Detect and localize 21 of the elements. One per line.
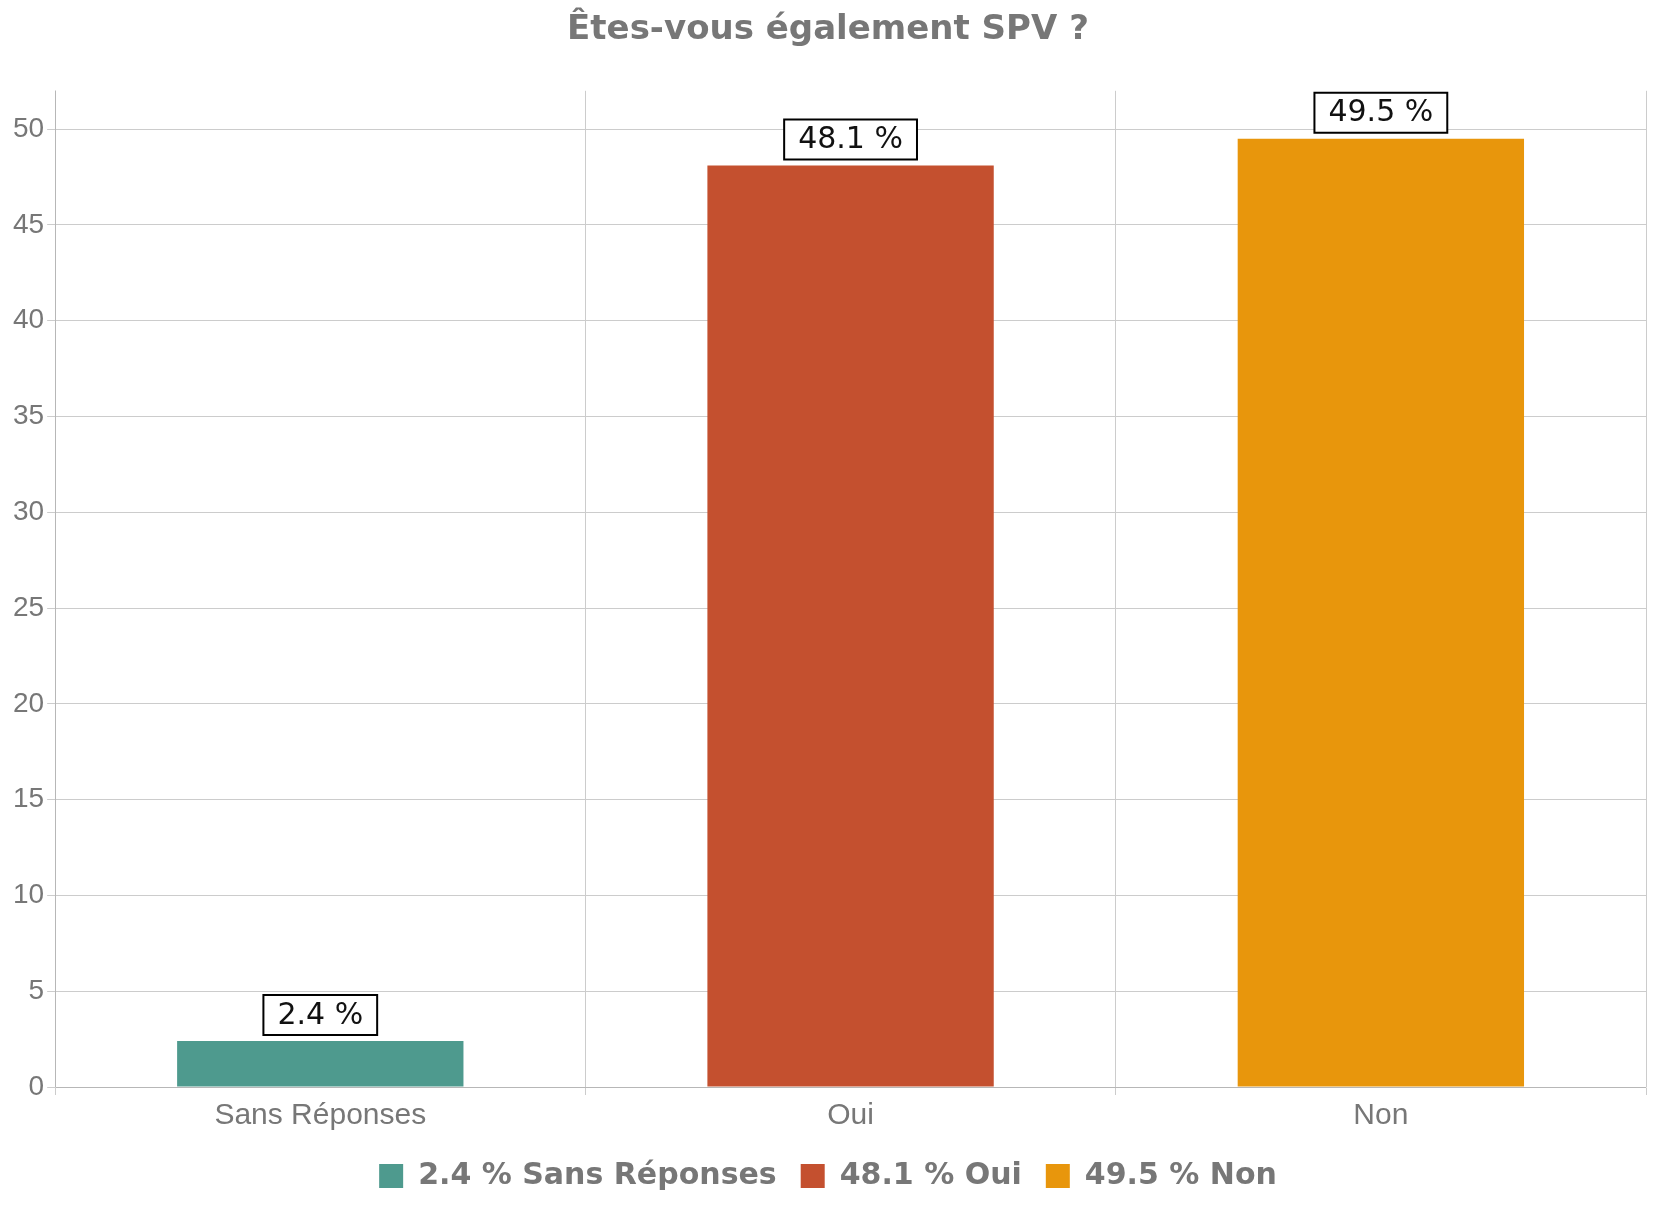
y-tick-label: 10 [12, 878, 45, 910]
data-label: 2.4 % [277, 995, 364, 1031]
y-tick-label: 35 [12, 399, 45, 431]
data-label: 48.1 % [798, 120, 903, 156]
legend-label: 49.5 % Non [1084, 1155, 1277, 1191]
y-tick-label: 0 [28, 1069, 45, 1101]
data-label: 49.5 % [1328, 93, 1434, 129]
x-tick-label: Sans Réponses [214, 1097, 427, 1131]
y-tick-label: 30 [12, 494, 45, 526]
chart-title: Êtes-vous également SPV ? [567, 7, 1089, 48]
legend-label: 48.1 % Oui [839, 1155, 1022, 1191]
y-tick-label: 20 [12, 686, 45, 718]
y-tick-label: 50 [12, 111, 45, 143]
y-tick-label: 45 [12, 207, 45, 239]
y-tick-label: 40 [12, 303, 45, 335]
y-tick-label: 5 [28, 973, 45, 1005]
y-tick-label: 15 [12, 782, 45, 814]
x-tick-label: Non [1353, 1097, 1409, 1131]
y-tick-label: 25 [12, 590, 45, 622]
x-tick-label: Oui [827, 1097, 874, 1131]
legend-label: 2.4 % Sans Réponses [418, 1155, 777, 1191]
